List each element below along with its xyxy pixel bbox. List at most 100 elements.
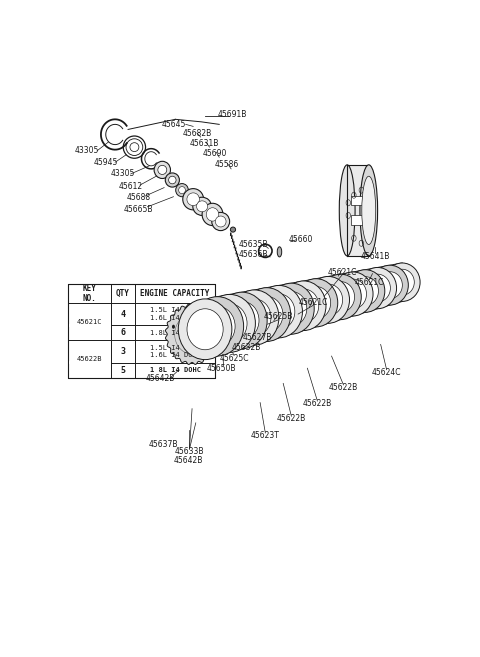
Ellipse shape bbox=[212, 212, 229, 231]
Text: 45642B: 45642B bbox=[174, 457, 203, 465]
Ellipse shape bbox=[377, 272, 402, 298]
Text: 45635B: 45635B bbox=[239, 240, 268, 249]
Ellipse shape bbox=[158, 166, 167, 175]
Ellipse shape bbox=[154, 162, 170, 179]
Text: 45621C: 45621C bbox=[355, 278, 384, 286]
Text: 45691B: 45691B bbox=[217, 110, 247, 119]
Ellipse shape bbox=[165, 173, 180, 187]
Ellipse shape bbox=[365, 274, 390, 302]
Ellipse shape bbox=[360, 165, 378, 256]
Ellipse shape bbox=[327, 282, 355, 312]
Text: 45637B: 45637B bbox=[149, 440, 178, 449]
Ellipse shape bbox=[301, 286, 331, 319]
Text: 45665B: 45665B bbox=[124, 205, 154, 214]
Text: 45633B: 45633B bbox=[175, 447, 204, 456]
Ellipse shape bbox=[359, 267, 396, 309]
Ellipse shape bbox=[277, 247, 282, 257]
Polygon shape bbox=[166, 304, 218, 365]
Text: QTY: QTY bbox=[116, 289, 130, 298]
Text: 1 8L I4 DOHC: 1 8L I4 DOHC bbox=[150, 367, 201, 373]
Ellipse shape bbox=[390, 269, 414, 295]
Text: 45621C: 45621C bbox=[77, 319, 102, 325]
Ellipse shape bbox=[320, 274, 361, 319]
Text: 45688: 45688 bbox=[127, 193, 151, 202]
Text: 45650B: 45650B bbox=[207, 364, 237, 373]
Text: 45622B: 45622B bbox=[329, 383, 358, 392]
Text: 1.5L I4 SOHC
1.6L I4 DOHC: 1.5L I4 SOHC 1.6L I4 DOHC bbox=[150, 307, 201, 321]
Text: 45627B: 45627B bbox=[242, 333, 272, 342]
Bar bbox=[351, 196, 364, 205]
Ellipse shape bbox=[225, 302, 259, 340]
Ellipse shape bbox=[191, 297, 244, 356]
Ellipse shape bbox=[294, 279, 338, 327]
Text: 45625C: 45625C bbox=[219, 353, 249, 363]
Ellipse shape bbox=[196, 201, 208, 212]
Text: 1.5L I4 SOHC
1.6L I4 DOHC: 1.5L I4 SOHC 1.6L I4 DOHC bbox=[150, 345, 201, 358]
Ellipse shape bbox=[204, 294, 255, 352]
Ellipse shape bbox=[176, 183, 188, 196]
Ellipse shape bbox=[281, 281, 326, 330]
Text: 6: 6 bbox=[120, 328, 126, 337]
Text: 45642B: 45642B bbox=[146, 374, 175, 383]
Ellipse shape bbox=[230, 290, 279, 345]
Ellipse shape bbox=[216, 216, 226, 227]
Ellipse shape bbox=[179, 187, 185, 194]
Ellipse shape bbox=[268, 283, 314, 334]
Ellipse shape bbox=[362, 176, 376, 244]
Text: 45682B: 45682B bbox=[182, 129, 212, 138]
Text: 45945: 45945 bbox=[93, 158, 118, 167]
Circle shape bbox=[172, 325, 175, 328]
Text: 4: 4 bbox=[120, 309, 126, 319]
Ellipse shape bbox=[339, 279, 367, 309]
Text: 45622B: 45622B bbox=[77, 356, 102, 362]
Ellipse shape bbox=[230, 227, 236, 232]
Ellipse shape bbox=[352, 277, 378, 306]
Ellipse shape bbox=[183, 189, 204, 210]
Ellipse shape bbox=[276, 292, 307, 326]
Ellipse shape bbox=[238, 299, 271, 336]
Bar bbox=[347, 165, 369, 256]
Bar bbox=[69, 361, 110, 364]
Ellipse shape bbox=[255, 285, 302, 338]
Text: 45622B: 45622B bbox=[277, 415, 306, 423]
Ellipse shape bbox=[212, 304, 247, 343]
Ellipse shape bbox=[193, 197, 211, 215]
Text: 45645: 45645 bbox=[161, 120, 186, 129]
Text: 43305: 43305 bbox=[74, 146, 99, 155]
Ellipse shape bbox=[333, 272, 373, 316]
Ellipse shape bbox=[187, 193, 199, 206]
Text: 45641B: 45641B bbox=[361, 252, 390, 261]
Ellipse shape bbox=[202, 203, 223, 225]
Ellipse shape bbox=[263, 294, 295, 329]
Text: 45690: 45690 bbox=[202, 149, 227, 158]
Ellipse shape bbox=[243, 288, 291, 342]
Ellipse shape bbox=[384, 263, 420, 302]
Text: 3: 3 bbox=[120, 347, 126, 356]
Text: 45660: 45660 bbox=[289, 235, 313, 244]
Text: 43305: 43305 bbox=[110, 170, 135, 179]
Ellipse shape bbox=[339, 165, 355, 256]
Ellipse shape bbox=[314, 284, 343, 315]
Ellipse shape bbox=[200, 306, 235, 346]
Text: 45612: 45612 bbox=[119, 181, 143, 191]
Ellipse shape bbox=[187, 309, 223, 350]
Text: 45621C: 45621C bbox=[327, 267, 357, 277]
Text: 45625B: 45625B bbox=[264, 312, 293, 321]
Text: 45636B: 45636B bbox=[239, 250, 268, 260]
Text: 45631B: 45631B bbox=[190, 139, 219, 148]
Bar bbox=[351, 215, 364, 225]
Ellipse shape bbox=[168, 176, 176, 184]
Text: KEY
NO.: KEY NO. bbox=[83, 284, 96, 303]
Ellipse shape bbox=[346, 270, 385, 312]
Ellipse shape bbox=[251, 296, 283, 332]
Text: 45621C: 45621C bbox=[298, 298, 328, 307]
Text: 45623T: 45623T bbox=[251, 431, 280, 440]
Ellipse shape bbox=[217, 292, 267, 349]
Ellipse shape bbox=[288, 289, 319, 323]
Text: 5: 5 bbox=[120, 366, 126, 374]
Text: 1.8L I4 DOHC: 1.8L I4 DOHC bbox=[150, 330, 201, 336]
Text: ENGINE CAPACITY: ENGINE CAPACITY bbox=[141, 289, 210, 298]
Text: 45624C: 45624C bbox=[372, 368, 401, 376]
Bar bbox=[69, 324, 110, 327]
Text: 45632B: 45632B bbox=[231, 344, 261, 352]
